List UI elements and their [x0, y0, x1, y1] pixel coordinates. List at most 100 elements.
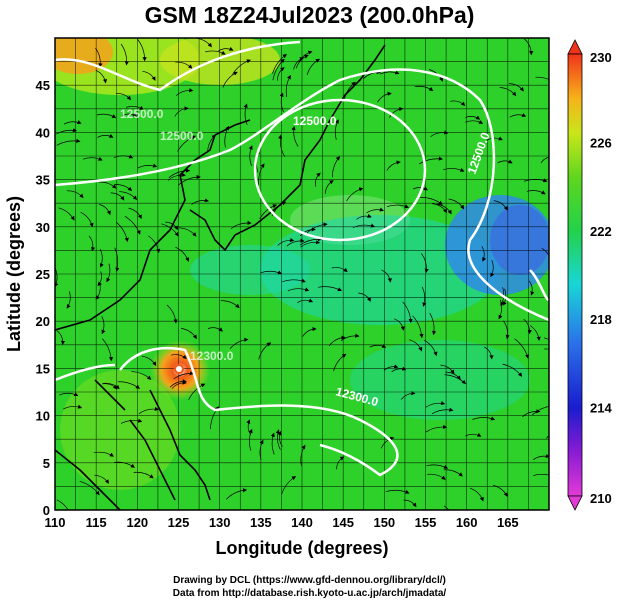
streamline: [120, 43, 129, 66]
streamline: [110, 192, 125, 201]
streamline: [95, 69, 108, 84]
y-tick-label: 40: [36, 125, 50, 140]
streamline: [419, 197, 443, 205]
colorbar-tick-label: 226: [590, 135, 612, 150]
streamline: [302, 326, 317, 337]
streamline: [389, 106, 404, 118]
streamline: [300, 444, 306, 466]
streamline: [175, 88, 194, 96]
streamline: [148, 235, 161, 254]
streamline: [281, 476, 297, 495]
streamline: [114, 247, 120, 272]
x-tick-label: 120: [126, 515, 148, 530]
colorbar-tick-label: 210: [590, 491, 612, 506]
y-axis-label: Latitude (degrees): [4, 196, 24, 352]
streamline: [113, 154, 134, 159]
streamline: [380, 436, 395, 449]
streamline: [178, 174, 201, 186]
streamline: [99, 249, 104, 268]
contour-12500-outer: [55, 68, 549, 322]
streamline: [469, 487, 484, 502]
streamline: [535, 76, 549, 80]
streamline: [546, 434, 549, 439]
streamline: [540, 156, 549, 164]
streamline: [340, 333, 360, 342]
y-tick-label: 45: [36, 78, 50, 93]
colorbar-tick-label: 218: [590, 312, 612, 327]
streamline: [328, 335, 346, 347]
streamline: [222, 71, 238, 88]
streamline: [425, 424, 448, 433]
streamline: [258, 163, 265, 186]
streamline: [94, 474, 109, 484]
streamline: [173, 371, 194, 380]
streamline: [444, 374, 467, 385]
streamline: [306, 222, 328, 234]
streamline: [443, 167, 465, 172]
streamline: [277, 67, 285, 81]
streamline: [544, 348, 549, 350]
lat-lon-grid: [55, 38, 549, 510]
streamline: [166, 304, 178, 324]
streamline: [529, 325, 541, 341]
colorbar-top-arrow-icon: [567, 39, 583, 55]
streamline: [363, 70, 381, 80]
credits: Drawing by DCL (https://www.gfd-dennou.o…: [0, 574, 619, 600]
x-axis: 110 115 120 125 130 135 140 145 150 155 160 165: [45, 515, 519, 530]
streamline: [243, 103, 248, 125]
x-tick-label: 130: [209, 515, 231, 530]
streamline: [114, 184, 133, 192]
streamline: [168, 168, 191, 178]
streamline: [346, 187, 364, 202]
streamline: [175, 61, 193, 69]
streamline: [465, 115, 481, 120]
x-axis-label: Longitude (degrees): [215, 538, 388, 558]
streamline: [56, 330, 66, 345]
streamline: [174, 106, 189, 117]
streamline: [300, 240, 321, 248]
streamline: [343, 81, 356, 101]
streamline: [230, 220, 252, 229]
x-tick-label: 165: [497, 515, 519, 530]
streamline: [486, 136, 503, 141]
streamline: [421, 253, 429, 273]
streamline: [472, 416, 496, 421]
streamline: [352, 223, 376, 228]
streamline: [56, 128, 78, 135]
y-tick-label: 5: [43, 456, 50, 471]
streamline: [125, 105, 144, 110]
typhoon-center-icon: [174, 364, 184, 374]
streamline: [386, 489, 410, 494]
streamline: [291, 125, 299, 147]
streamline: [103, 382, 120, 390]
streamline: [331, 267, 348, 273]
streamline: [131, 371, 152, 380]
streamline: [391, 366, 407, 373]
streamline: [426, 464, 449, 469]
streamline: [526, 190, 546, 195]
streamline: [286, 238, 305, 247]
streamline: [386, 160, 401, 171]
streamline: [425, 401, 446, 408]
streamline: [178, 227, 197, 237]
streamline: [58, 207, 75, 221]
streamline: [116, 93, 132, 101]
streamline: [424, 339, 438, 357]
streamline: [133, 471, 154, 479]
streamline: [366, 207, 384, 214]
x-tick-label: 110: [45, 515, 66, 530]
streamline: [119, 191, 138, 201]
streamline: [297, 298, 314, 303]
x-tick-label: 160: [456, 515, 478, 530]
streamline: [514, 338, 530, 359]
x-tick-label: 155: [415, 515, 437, 530]
streamline: [543, 337, 549, 341]
streamline: [432, 203, 448, 214]
streamline: [465, 432, 482, 437]
x-tick-label: 145: [332, 515, 354, 530]
streamline: [481, 246, 487, 262]
streamline: [522, 409, 541, 418]
streamline: [333, 353, 347, 372]
y-tick-label: 0: [43, 503, 50, 518]
streamline: [218, 46, 234, 52]
